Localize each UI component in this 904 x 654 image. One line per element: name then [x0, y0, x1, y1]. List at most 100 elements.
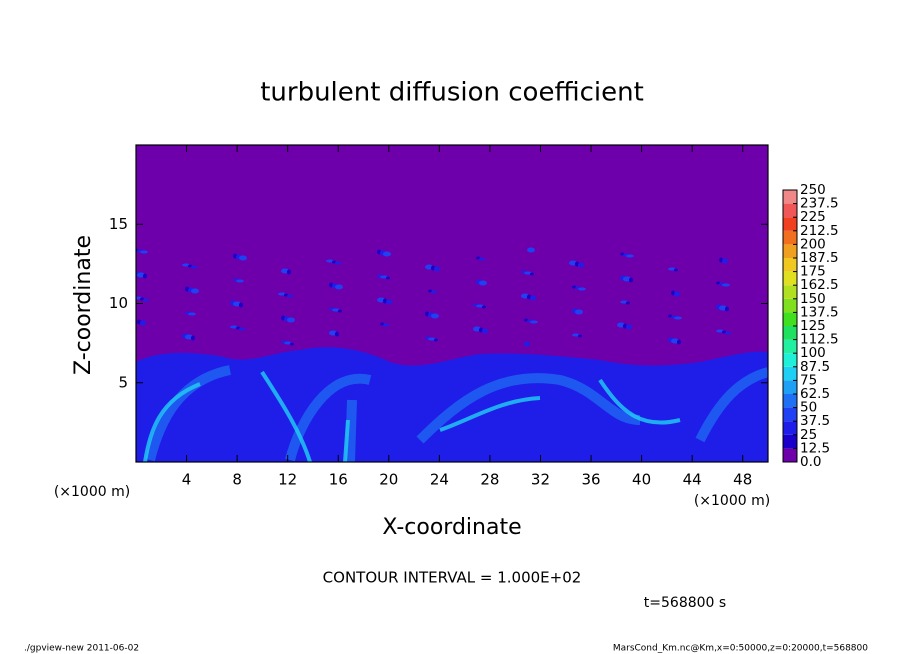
x-tick-label: 44 [683, 471, 702, 489]
field-speck [143, 298, 149, 302]
field-speck [380, 322, 384, 326]
x-tick-label: 12 [278, 471, 297, 489]
colorbar-label: 37.5 [800, 413, 830, 429]
field-speck [524, 341, 530, 347]
field-speck [620, 300, 628, 304]
x-axis-label: X-coordinate [382, 515, 521, 540]
colorbar-bin [783, 434, 797, 449]
field-speck [332, 308, 340, 312]
field-speck [332, 260, 336, 264]
field-speck [428, 289, 432, 293]
colorbar-label: 62.5 [800, 386, 830, 402]
colorbar-label: 150 [800, 291, 826, 307]
colorbar-label: 237.5 [800, 196, 839, 212]
colorbar-label: 225 [800, 209, 826, 225]
field-speck [623, 323, 627, 329]
footer-right: MarsCond_Km.nc@Km,x=0:50000,z=0:20000,t=… [613, 644, 868, 654]
field-speck [377, 249, 381, 255]
field-speck [716, 329, 724, 333]
field-speck [530, 295, 536, 301]
field-speck [479, 280, 487, 286]
field-speck [716, 281, 720, 285]
field-speck [479, 257, 485, 261]
colorbar-bin [783, 380, 797, 394]
field-speck [434, 266, 440, 272]
field-speck [482, 305, 486, 309]
x-tick-label: 28 [480, 471, 499, 489]
colorbar-bin [783, 285, 797, 299]
field-speck [473, 326, 481, 332]
field-speck [431, 290, 437, 294]
field-speck [629, 277, 633, 283]
colorbar-bin [783, 203, 797, 218]
footer-left: ./gpview-new 2011-06-02 [24, 644, 139, 654]
field-speck [236, 279, 244, 283]
field-speck [380, 275, 388, 279]
field-speck [530, 272, 534, 276]
field-speck [722, 330, 726, 334]
field-speck [335, 331, 339, 337]
field-speck [530, 320, 538, 324]
field-streak [143, 370, 681, 462]
contour-interval: CONTOUR INTERVAL = 1.000E+02 [323, 569, 582, 587]
field-speck [182, 263, 190, 267]
field-speck [383, 323, 389, 327]
colorbar-label: 75 [800, 372, 817, 388]
x-tick-label: 24 [430, 471, 449, 489]
x-unit-label: (×1000 m) [694, 493, 770, 509]
field-speck [674, 291, 680, 297]
field-speck [290, 342, 294, 346]
field-speck [140, 320, 146, 326]
colorbar-label: 0.0 [800, 454, 821, 470]
contour-field [136, 145, 768, 462]
field-speck [284, 293, 288, 297]
field-speck [476, 256, 480, 260]
field-speck [431, 265, 435, 271]
field-speck [137, 272, 145, 278]
field-speck [527, 247, 535, 253]
colorbar-label: 125 [800, 318, 826, 334]
colorbar-label: 12.5 [800, 440, 830, 456]
field-speck [479, 327, 483, 333]
field-speck [578, 262, 584, 268]
field-speck [719, 257, 723, 263]
field-speck [578, 334, 582, 338]
field-speck [674, 316, 682, 320]
field-speck [191, 288, 199, 294]
field-speck [626, 301, 630, 305]
field-speck [722, 258, 728, 264]
colorbar-bin [783, 230, 797, 245]
field-speck [140, 250, 148, 254]
colorbar-bin [783, 448, 797, 462]
field-speck [329, 282, 333, 288]
field-speck [383, 251, 391, 257]
field-speck [524, 271, 532, 275]
field-speck [575, 309, 583, 315]
field-speck [725, 331, 731, 335]
field-speck [431, 313, 439, 319]
y-axis-label: Z-coordinate [71, 235, 96, 375]
field-speck [626, 324, 632, 330]
colorbar-label: 25 [800, 427, 817, 443]
field-speck [671, 290, 675, 296]
field-speck [668, 314, 672, 318]
colorbar-bin [783, 339, 797, 354]
field-speck [338, 309, 342, 313]
colorbar-label: 87.5 [800, 359, 830, 375]
colorbar-bin [783, 366, 797, 381]
field-speck [233, 301, 241, 307]
colorbar-bin [783, 312, 797, 326]
field-streak [145, 365, 768, 462]
field-speck [281, 315, 285, 321]
colorbar-label: 187.5 [800, 250, 839, 266]
field-speck [524, 318, 528, 322]
time-label: t=568800 s [644, 595, 726, 611]
field-speck [233, 253, 237, 259]
colorbar-bin [783, 421, 797, 435]
field-speck [674, 268, 678, 272]
field-speck [335, 284, 343, 290]
field-speck [572, 285, 576, 289]
field-speck [377, 297, 385, 303]
field-speck [188, 264, 192, 268]
